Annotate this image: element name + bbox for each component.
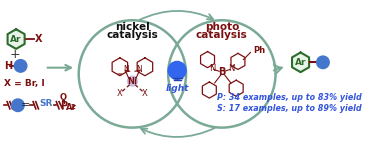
Text: light: light <box>166 84 189 93</box>
Circle shape <box>317 56 329 69</box>
Text: X: X <box>117 89 123 98</box>
Text: X: X <box>35 34 42 44</box>
Text: 2: 2 <box>71 104 76 110</box>
Text: X = Br, I: X = Br, I <box>5 79 45 88</box>
Text: SR: SR <box>39 99 53 108</box>
Circle shape <box>12 99 24 112</box>
Text: P: 34 examples, up to 83% yield: P: 34 examples, up to 83% yield <box>217 93 362 102</box>
Text: Ni: Ni <box>127 77 137 86</box>
Text: =: = <box>20 100 30 110</box>
Text: catalysis: catalysis <box>107 30 158 40</box>
Text: catalysis: catalysis <box>196 30 248 40</box>
Text: P: P <box>60 101 67 111</box>
Text: X: X <box>142 89 148 98</box>
Text: B: B <box>218 67 226 77</box>
Text: Ph: Ph <box>253 46 265 55</box>
Circle shape <box>14 60 27 72</box>
Polygon shape <box>8 29 25 49</box>
Text: H: H <box>5 61 12 71</box>
Text: Ar: Ar <box>66 103 77 112</box>
Text: N: N <box>209 64 215 73</box>
Text: N: N <box>123 65 129 74</box>
Bar <box>173 71 181 78</box>
Text: photo: photo <box>204 22 239 32</box>
Text: S: 17 examples, up to 89% yield: S: 17 examples, up to 89% yield <box>217 104 362 113</box>
Text: +: + <box>10 48 20 61</box>
Polygon shape <box>292 52 309 72</box>
Text: =: = <box>116 71 122 77</box>
Text: O: O <box>60 93 67 102</box>
Circle shape <box>127 76 137 86</box>
Text: Ar: Ar <box>295 58 306 67</box>
Text: Ar: Ar <box>10 35 22 44</box>
Text: nickel: nickel <box>115 22 150 32</box>
Circle shape <box>168 61 186 79</box>
Text: N: N <box>136 65 141 74</box>
Text: N: N <box>229 64 235 73</box>
